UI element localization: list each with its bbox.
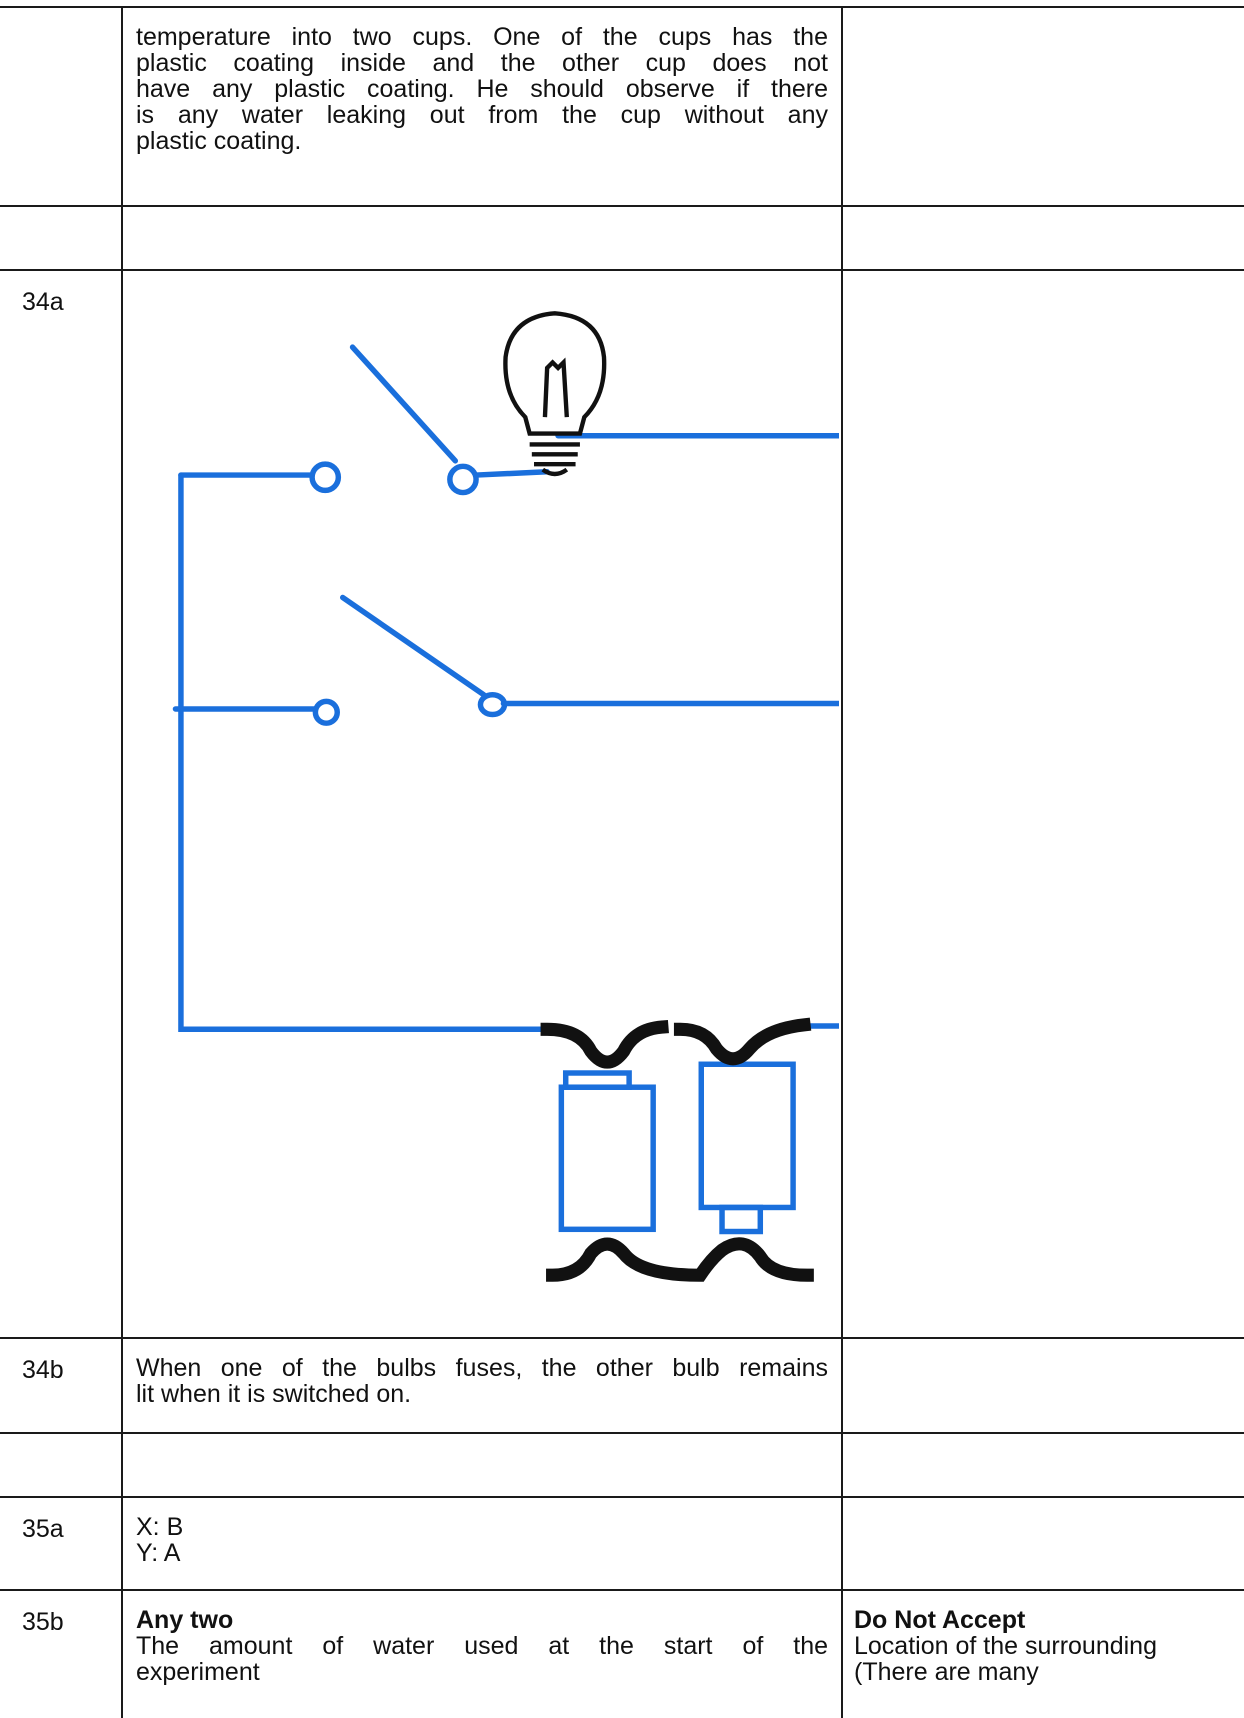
- row-label: 34b: [22, 1356, 64, 1384]
- answer-cell: temperature into two cups. One of the cu…: [123, 8, 841, 205]
- row-border: [0, 269, 1244, 271]
- row-border: [0, 6, 1244, 8]
- text-line: Y: A: [136, 1539, 181, 1567]
- cell-heading: Any two: [136, 1606, 234, 1634]
- answer-cell: Any two The amount of water used at the s…: [123, 1591, 841, 1718]
- text-line: have any plastic coating. He should obse…: [136, 75, 828, 103]
- text-line: Location of the surrounding: [854, 1632, 1157, 1660]
- column-border: [841, 6, 843, 1718]
- text-line: X: B: [136, 1513, 184, 1541]
- answer-cell: X: B Y: A: [123, 1498, 841, 1589]
- row-border: [0, 1589, 1244, 1591]
- row-border: [0, 1432, 1244, 1434]
- remarks-cell: Do Not Accept Location of the surrounding…: [843, 1591, 1244, 1718]
- row-border: [0, 205, 1244, 207]
- text-line: temperature into two cups. One of the cu…: [136, 23, 828, 51]
- row-border: [0, 1337, 1244, 1339]
- text-line: The amount of water used at the start of…: [136, 1632, 828, 1660]
- answer-cell: When one of the bulbs fuses, the other b…: [123, 1339, 841, 1432]
- text-line: plastic coating inside and the other cup…: [136, 49, 828, 77]
- row-border: [0, 1496, 1244, 1498]
- text-line: experiment: [136, 1658, 260, 1686]
- circuit-diagram: [172, 311, 839, 1282]
- text-line: lit when it is switched on.: [136, 1380, 412, 1408]
- row-label: 34a: [22, 288, 64, 316]
- row-label: 35b: [22, 1608, 64, 1636]
- text-line: When one of the bulbs fuses, the other b…: [136, 1354, 828, 1382]
- column-border: [121, 6, 123, 1718]
- text-line: plastic coating.: [136, 127, 302, 155]
- text-line: (There are many: [854, 1658, 1039, 1686]
- cell-heading: Do Not Accept: [854, 1606, 1026, 1634]
- row-label: 35a: [22, 1515, 64, 1543]
- text-line: is any water leaking out from the cup wi…: [136, 101, 828, 129]
